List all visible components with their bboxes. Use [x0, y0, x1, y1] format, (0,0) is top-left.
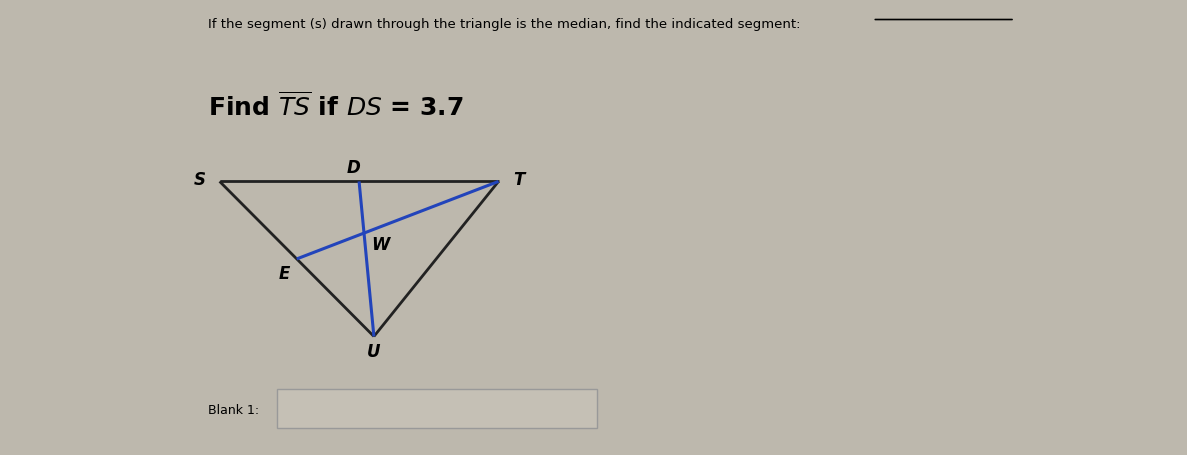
Text: W: W [372, 235, 389, 253]
Text: D: D [347, 159, 360, 177]
Text: S: S [193, 171, 205, 189]
FancyBboxPatch shape [277, 389, 597, 428]
Text: U: U [367, 342, 381, 360]
Text: E: E [278, 265, 290, 283]
Text: T: T [513, 171, 525, 189]
Text: Find $\overline{TS}$ if $DS$ = 3.7: Find $\overline{TS}$ if $DS$ = 3.7 [208, 91, 463, 120]
Text: If the segment (s) drawn through the triangle is the median, find the indicated : If the segment (s) drawn through the tri… [208, 18, 800, 31]
Text: Blank 1:: Blank 1: [208, 403, 259, 416]
